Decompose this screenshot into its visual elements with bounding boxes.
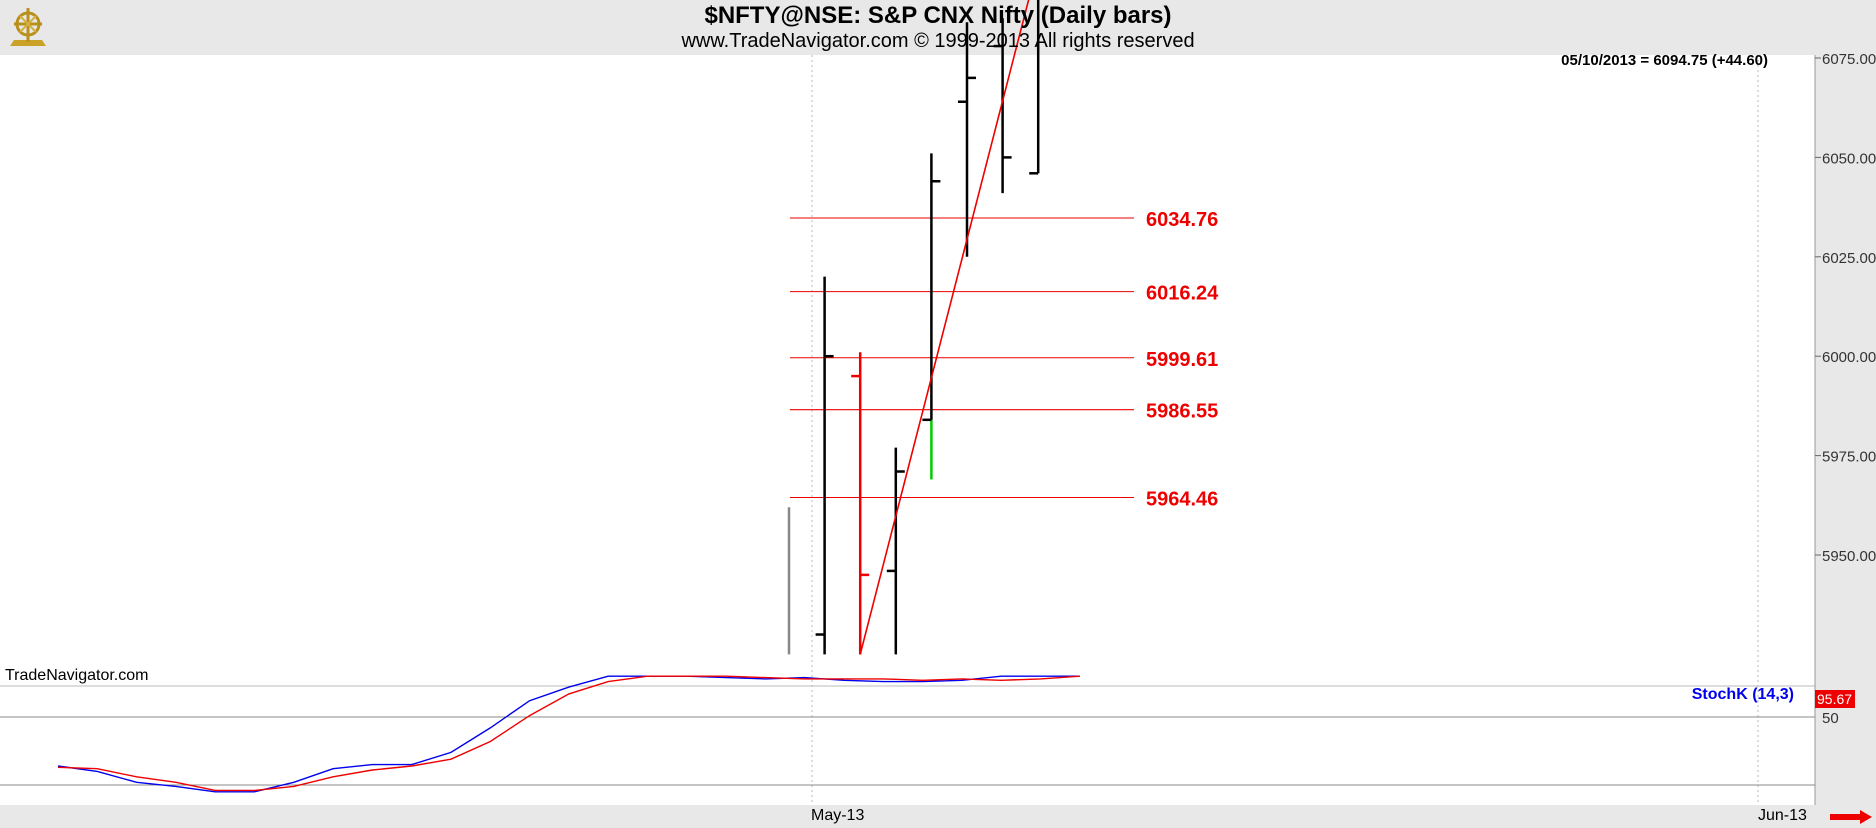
watermark: TradeNavigator.com <box>5 667 149 684</box>
stoch-series-line <box>57 675 1080 792</box>
y-tick-label: 6075.00 <box>1822 51 1876 68</box>
support-label: 5964.46 <box>1146 489 1218 511</box>
stoch-title: StochK (14,3) <box>1691 686 1794 703</box>
y-tick-label: 6050.00 <box>1822 150 1876 167</box>
last-value-label: 05/10/2013 = 6094.75 (+44.60) <box>1561 52 1768 69</box>
scroll-right-arrow-icon[interactable] <box>1830 810 1872 824</box>
stochastic-panel: 50 95.67 <box>57 675 1855 793</box>
stoch-current-label: 95.67 <box>1817 691 1852 707</box>
chart-title: $NFTY@NSE: S&P CNX Nifty (Daily bars) <box>704 2 1172 29</box>
stoch-series-line <box>57 675 1080 793</box>
trendline <box>859 0 1030 655</box>
x-tick-may: May-13 <box>811 807 865 824</box>
trendline-group <box>859 0 1030 655</box>
x-tick-jun: Jun-13 <box>1758 807 1807 824</box>
stoch-y-tick-label: 50 <box>1822 710 1839 727</box>
stoch-current-box <box>1815 690 1855 708</box>
y-tick-label: 5975.00 <box>1822 449 1876 466</box>
price-axis: 5950.00 5975.00 6000.00 6025.00 6050.00 6075.… <box>1815 51 1876 565</box>
grid <box>0 55 1816 805</box>
price-axis-band <box>1815 55 1876 805</box>
y-tick-label: 6000.00 <box>1822 349 1876 366</box>
price-bars <box>787 0 1040 655</box>
support-label: 6016.24 <box>1146 283 1219 305</box>
support-label: 6034.76 <box>1146 209 1218 231</box>
footer-band <box>0 805 1876 828</box>
chart-subtitle: www.TradeNavigator.com © 1999-2013 All r… <box>681 30 1195 52</box>
header-band <box>0 0 1876 55</box>
support-label: 5986.55 <box>1146 401 1218 423</box>
y-tick-label: 6025.00 <box>1822 250 1876 267</box>
y-tick-label: 5950.00 <box>1822 548 1876 565</box>
support-label: 5999.61 <box>1146 349 1218 371</box>
tradenavigator-logo <box>2 2 54 52</box>
price-levels: 6189.406142.296111.146034.766016.245999.… <box>790 209 1219 511</box>
